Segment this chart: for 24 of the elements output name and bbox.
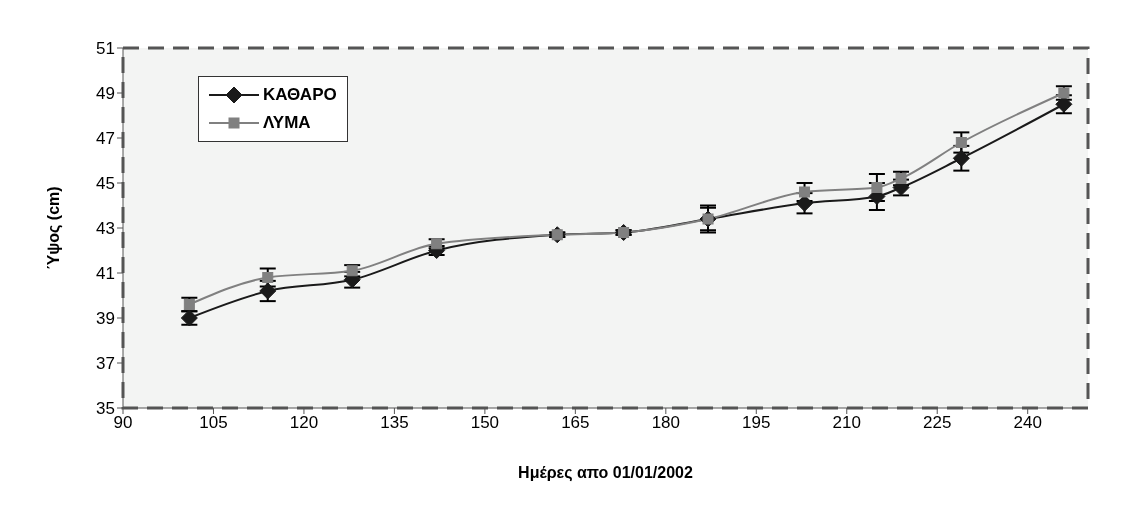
- y-tick-label: 39: [96, 309, 115, 329]
- y-axis-title: Ύψος (cm): [44, 186, 63, 270]
- x-tick-label: 135: [380, 413, 409, 433]
- x-tick-label: 105: [199, 413, 228, 433]
- y-tick-label: 47: [96, 129, 115, 149]
- y-tick-label: 35: [96, 399, 115, 419]
- y-tick-label: 49: [96, 84, 115, 104]
- y-tick-label: 41: [96, 264, 115, 284]
- x-tick-label: 150: [470, 413, 500, 433]
- legend-label: ΚΑΘΑΡΟ: [263, 85, 337, 105]
- y-tick-label: 43: [96, 219, 115, 239]
- x-axis-title: Ημέρες απο 01/01/2002: [518, 464, 693, 482]
- x-tick-label: 180: [651, 413, 680, 433]
- x-tick-label: 240: [1013, 413, 1042, 433]
- y-tick-label: 51: [96, 39, 115, 59]
- x-tick-label: 195: [742, 413, 771, 433]
- x-tick-label: 120: [289, 413, 319, 433]
- x-tick-label: 225: [923, 413, 952, 433]
- legend-label: ΛΥΜΑ: [263, 113, 311, 133]
- x-tick-label: 165: [561, 413, 590, 433]
- x-tick-label: 90: [113, 413, 133, 433]
- x-tick-label: 210: [832, 413, 861, 433]
- y-tick-label: 37: [96, 354, 115, 374]
- y-tick-label: 45: [96, 174, 115, 194]
